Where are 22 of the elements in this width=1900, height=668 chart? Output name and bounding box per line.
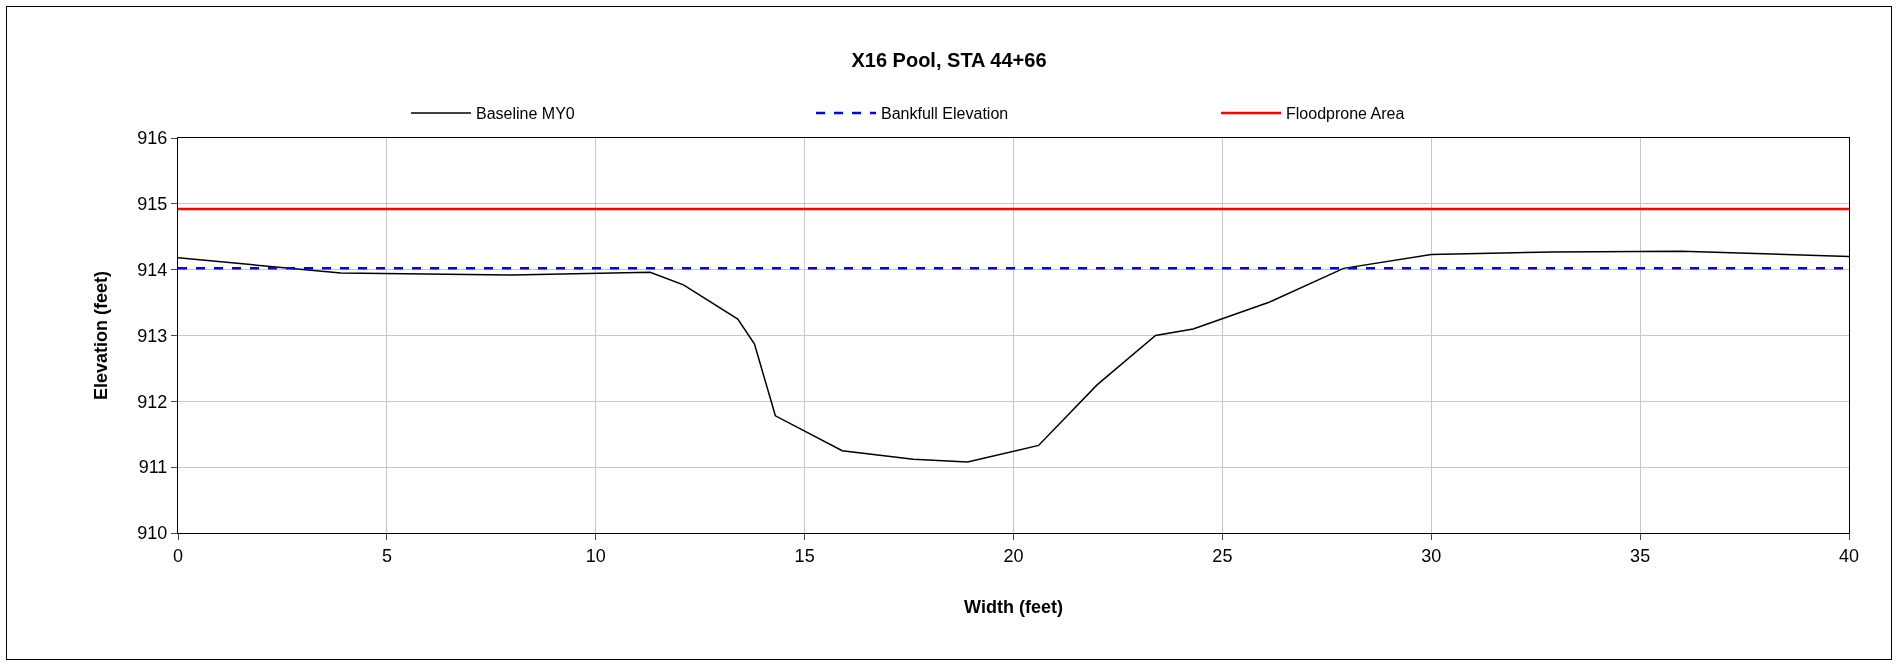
x-tick-label: 35 <box>1630 545 1651 566</box>
chart-title: X16 Pool, STA 44+66 <box>851 48 1047 71</box>
legend-label: Baseline MY0 <box>476 105 575 123</box>
y-tick-label: 914 <box>137 259 168 280</box>
legend-label: Floodprone Area <box>1286 105 1405 123</box>
y-tick-label: 915 <box>137 194 168 215</box>
y-tick-label: 913 <box>137 325 168 346</box>
x-tick-label: 25 <box>1212 545 1233 566</box>
y-tick-label: 911 <box>138 457 168 478</box>
legend-label: Bankfull Elevation <box>881 105 1009 123</box>
y-tick-label: 912 <box>137 391 168 412</box>
x-tick-label: 10 <box>585 545 606 566</box>
y-axis-title: Elevation (feet) <box>90 270 111 401</box>
x-tick-label: 15 <box>794 545 815 566</box>
x-tick-label: 30 <box>1421 545 1442 566</box>
x-tick-label: 20 <box>1003 545 1024 566</box>
y-tick-label: 916 <box>137 128 168 149</box>
x-axis-title: Width (feet) <box>964 596 1063 617</box>
x-tick-label: 40 <box>1838 545 1860 566</box>
x-tick-label: 0 <box>172 545 184 566</box>
x-tick-label: 5 <box>381 545 392 566</box>
y-tick-label: 910 <box>137 523 168 544</box>
